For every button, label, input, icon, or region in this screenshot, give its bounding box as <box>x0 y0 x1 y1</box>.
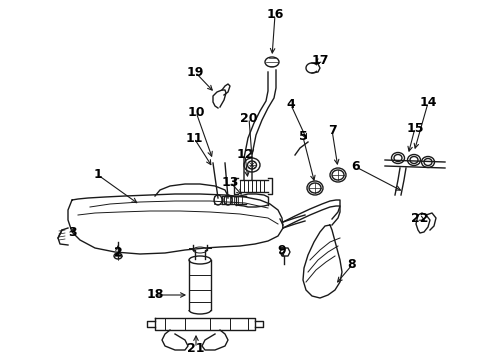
Text: 3: 3 <box>68 226 76 239</box>
Ellipse shape <box>408 154 420 166</box>
Text: 14: 14 <box>419 96 437 109</box>
Text: 18: 18 <box>147 288 164 302</box>
Text: 15: 15 <box>406 122 424 135</box>
Ellipse shape <box>421 157 435 167</box>
Text: 4: 4 <box>287 99 295 112</box>
Text: 5: 5 <box>298 130 307 144</box>
Text: 22: 22 <box>411 211 429 225</box>
Text: 11: 11 <box>185 131 203 144</box>
Ellipse shape <box>224 195 232 205</box>
Ellipse shape <box>394 154 402 162</box>
Text: 13: 13 <box>221 175 239 189</box>
Text: 8: 8 <box>348 258 356 271</box>
Text: 9: 9 <box>278 244 286 257</box>
Text: 17: 17 <box>311 54 329 67</box>
Text: 20: 20 <box>240 112 258 125</box>
Ellipse shape <box>189 256 211 264</box>
Ellipse shape <box>247 161 256 169</box>
Text: 10: 10 <box>187 105 205 118</box>
Text: 12: 12 <box>236 148 254 162</box>
Ellipse shape <box>410 157 418 163</box>
Ellipse shape <box>424 158 432 166</box>
Ellipse shape <box>392 153 405 163</box>
Text: 1: 1 <box>94 168 102 181</box>
Ellipse shape <box>244 158 260 172</box>
Text: 7: 7 <box>328 123 336 136</box>
Ellipse shape <box>332 170 344 180</box>
Ellipse shape <box>265 57 279 67</box>
Text: 2: 2 <box>114 246 122 258</box>
Text: 19: 19 <box>186 66 204 78</box>
Ellipse shape <box>309 183 321 193</box>
Ellipse shape <box>114 253 122 259</box>
Text: 6: 6 <box>352 161 360 174</box>
Text: 21: 21 <box>187 342 205 355</box>
Text: 16: 16 <box>266 9 284 22</box>
Ellipse shape <box>214 195 222 205</box>
